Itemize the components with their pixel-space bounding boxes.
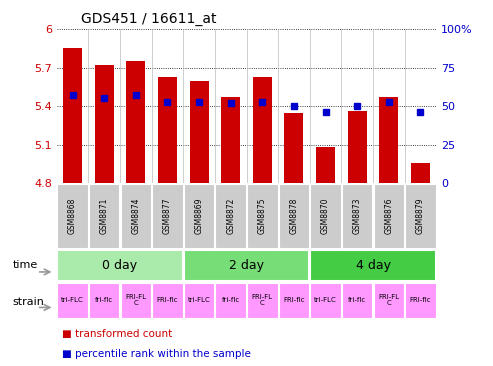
Text: GSM8870: GSM8870: [321, 198, 330, 234]
Text: FRI-FL
C: FRI-FL C: [378, 294, 399, 306]
FancyBboxPatch shape: [311, 250, 436, 281]
Text: GSM8872: GSM8872: [226, 198, 235, 234]
FancyBboxPatch shape: [121, 283, 151, 318]
Bar: [221, 97, 240, 183]
Bar: [380, 97, 398, 183]
Bar: [95, 65, 113, 183]
FancyBboxPatch shape: [89, 184, 119, 247]
FancyBboxPatch shape: [215, 184, 246, 247]
Text: time: time: [12, 260, 37, 270]
Bar: [63, 48, 82, 183]
FancyBboxPatch shape: [279, 184, 309, 247]
FancyBboxPatch shape: [374, 184, 404, 247]
Text: fri-flc: fri-flc: [95, 297, 113, 303]
FancyBboxPatch shape: [57, 250, 182, 281]
Text: 0 day: 0 day: [103, 259, 138, 272]
FancyBboxPatch shape: [279, 283, 309, 318]
FancyBboxPatch shape: [342, 184, 372, 247]
Text: FRI-FL
C: FRI-FL C: [125, 294, 146, 306]
FancyBboxPatch shape: [247, 283, 278, 318]
Text: GSM8879: GSM8879: [416, 198, 425, 234]
Bar: [411, 163, 430, 183]
Text: FRI-flc: FRI-flc: [283, 297, 305, 303]
FancyBboxPatch shape: [311, 184, 341, 247]
Text: GSM8873: GSM8873: [352, 198, 362, 234]
FancyBboxPatch shape: [152, 184, 182, 247]
Text: GDS451 / 16611_at: GDS451 / 16611_at: [81, 12, 217, 26]
FancyBboxPatch shape: [57, 283, 88, 318]
FancyBboxPatch shape: [311, 283, 341, 318]
FancyBboxPatch shape: [184, 283, 214, 318]
Bar: [158, 76, 177, 183]
FancyBboxPatch shape: [247, 184, 278, 247]
FancyBboxPatch shape: [184, 250, 309, 281]
Text: ■ percentile rank within the sample: ■ percentile rank within the sample: [62, 349, 250, 359]
FancyBboxPatch shape: [121, 184, 151, 247]
FancyBboxPatch shape: [405, 184, 436, 247]
Text: fri-flc: fri-flc: [348, 297, 366, 303]
Text: strain: strain: [12, 297, 44, 307]
Bar: [348, 111, 367, 183]
FancyBboxPatch shape: [89, 283, 119, 318]
FancyBboxPatch shape: [374, 283, 404, 318]
Text: ■ transformed count: ■ transformed count: [62, 329, 172, 339]
FancyBboxPatch shape: [215, 283, 246, 318]
Text: GSM8876: GSM8876: [385, 198, 393, 234]
Bar: [253, 76, 272, 183]
Text: GSM8874: GSM8874: [131, 198, 141, 234]
FancyBboxPatch shape: [57, 184, 88, 247]
Text: GSM8869: GSM8869: [195, 198, 204, 234]
Bar: [316, 147, 335, 183]
FancyBboxPatch shape: [184, 184, 214, 247]
Bar: [284, 112, 304, 183]
Text: GSM8877: GSM8877: [163, 198, 172, 234]
Text: GSM8871: GSM8871: [100, 198, 108, 234]
Text: 4 day: 4 day: [355, 259, 390, 272]
Text: fri-flc: fri-flc: [221, 297, 240, 303]
Text: FRI-flc: FRI-flc: [410, 297, 431, 303]
Text: tri-FLC: tri-FLC: [314, 297, 337, 303]
Text: GSM8868: GSM8868: [68, 198, 77, 234]
Text: 2 day: 2 day: [229, 259, 264, 272]
FancyBboxPatch shape: [152, 283, 182, 318]
Text: tri-FLC: tri-FLC: [188, 297, 211, 303]
Text: GSM8875: GSM8875: [258, 198, 267, 234]
FancyBboxPatch shape: [405, 283, 436, 318]
Bar: [126, 61, 145, 183]
Text: FRI-flc: FRI-flc: [157, 297, 178, 303]
FancyBboxPatch shape: [342, 283, 372, 318]
Text: GSM8878: GSM8878: [289, 198, 298, 234]
Bar: [189, 81, 209, 183]
Text: FRI-FL
C: FRI-FL C: [252, 294, 273, 306]
Text: tri-FLC: tri-FLC: [61, 297, 84, 303]
